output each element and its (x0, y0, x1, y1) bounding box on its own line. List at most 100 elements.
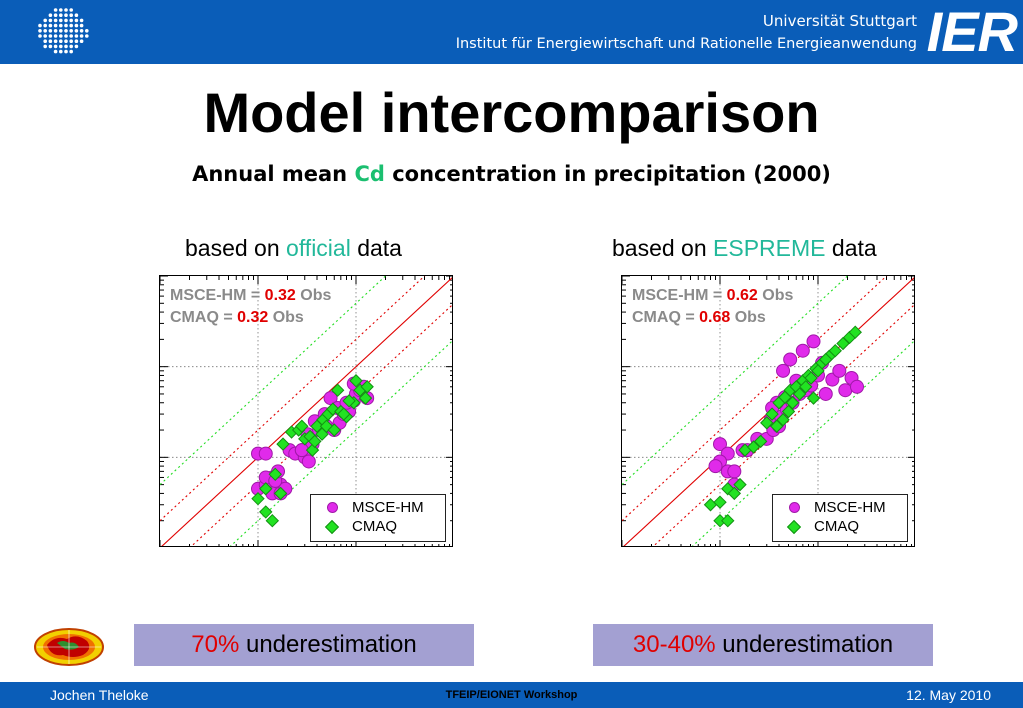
stat-name: CMAQ = (170, 309, 238, 326)
header-bar: Universität Stuttgart Institut für Energ… (0, 0, 1023, 64)
msce-data-point (323, 391, 338, 406)
cmaq-data-point (727, 486, 742, 501)
stat-suffix: Obs (730, 309, 766, 326)
legend-label: CMAQ (814, 518, 859, 535)
msce-data-point (776, 363, 791, 378)
cmaq-data-point (760, 416, 774, 430)
msce-data-point (783, 352, 798, 367)
diamond-marker-icon (324, 519, 340, 535)
ier-logo: IER (926, 0, 1018, 63)
university-text: Universität Stuttgart Institut für Energ… (456, 12, 917, 53)
cmaq-data-point (799, 380, 813, 394)
scatter-plot-svg (160, 276, 452, 546)
cmaq-data-point (251, 491, 265, 506)
subtitle-pre: Annual mean (192, 162, 355, 186)
cmaq-data-point (327, 423, 341, 437)
cmaq-data-point (308, 434, 322, 449)
label-highlight: official (286, 235, 351, 261)
footer-bar: Jochen Theloke TFEIP/EIONET Workshop 12.… (0, 682, 1023, 708)
stat-value: 0.32 (237, 309, 269, 326)
cmaq-data-point (733, 477, 747, 492)
msce-data-point (795, 343, 810, 358)
cmaq-data-point (721, 513, 735, 528)
panel-label-espreme: based on ESPREME data (612, 234, 877, 262)
europe-map-logo-icon (34, 628, 104, 666)
legend-label: MSCE-HM (814, 499, 886, 516)
stat-value: 0.62 (726, 287, 758, 304)
stat-name: CMAQ = (632, 309, 700, 326)
cmaq-data-point (268, 467, 282, 482)
msce-data-point (818, 386, 833, 401)
cmaq-data-point (259, 482, 273, 496)
cmaq-data-point (781, 404, 796, 419)
msce-data-point (713, 437, 727, 452)
cmaq-data-point (828, 343, 842, 358)
label-highlight: ESPREME (713, 235, 826, 261)
cmaq-data-point (703, 498, 718, 512)
conclusion-highlight: 30-40% (632, 631, 716, 658)
stat-suffix: Obs (268, 309, 304, 326)
stat-msce: MSCE-HM = 0.32 Obs (170, 285, 331, 307)
scatter-plot-svg (622, 276, 914, 546)
stats-box: MSCE-HM = 0.32 Obs CMAQ = 0.32 Obs (170, 285, 331, 329)
conclusion-highlight: 70% (191, 631, 240, 658)
stat-suffix: Obs (757, 287, 794, 304)
msce-data-point (301, 454, 316, 469)
chart-legend: MSCE-HM CMAQ (310, 494, 446, 542)
label-post: data (350, 235, 402, 261)
factor-five-line (622, 276, 849, 486)
msce-data-point (258, 446, 273, 461)
label-post: data (825, 235, 877, 261)
cmaq-data-point (342, 394, 356, 408)
stat-value: 0.32 (264, 287, 296, 304)
institute-name: Institut für Energiewirtschaft und Ratio… (455, 36, 917, 52)
cmaq-data-point (776, 413, 790, 427)
msce-data-point (727, 464, 742, 479)
cmaq-data-point (273, 486, 288, 501)
subtitle-post: concentration in precipitation (2000) (384, 162, 831, 186)
stat-name: MSCE-HM = (170, 287, 265, 304)
cmaq-data-point (746, 440, 761, 454)
cmaq-data-point (770, 419, 784, 433)
stat-suffix: Obs (295, 287, 332, 304)
footer-author: Jochen Theloke (50, 687, 149, 703)
cmaq-data-point (753, 434, 768, 449)
legend-label: MSCE-HM (352, 499, 424, 516)
slide-title: Model intercomparison (203, 81, 820, 144)
legend-item-cmaq: CMAQ (786, 518, 859, 536)
msce-data-point (849, 379, 864, 394)
cmaq-data-point (330, 383, 345, 397)
circle-marker-icon (789, 502, 800, 513)
msce-data-point (832, 363, 847, 378)
cmaq-data-point (819, 352, 833, 367)
cmaq-data-point (358, 391, 373, 405)
cmaq-data-point (811, 364, 825, 378)
factor-five-line (229, 340, 452, 546)
circle-marker-icon (327, 502, 338, 513)
msce-data-point (708, 459, 723, 474)
chart-legend: MSCE-HM CMAQ (772, 494, 908, 542)
cmaq-data-point (765, 407, 779, 421)
cmaq-data-point (360, 380, 374, 394)
cmaq-data-point (848, 325, 862, 339)
panel-label-official: based on official data (185, 234, 402, 262)
cmaq-data-point (792, 387, 807, 401)
stat-cmaq: CMAQ = 0.68 Obs (632, 307, 793, 329)
stats-box: MSCE-HM = 0.62 Obs CMAQ = 0.68 Obs (632, 285, 793, 329)
legend-item-msce: MSCE-HM (327, 499, 424, 517)
footer-event: TFEIP/EIONET Workshop (445, 689, 578, 701)
cmaq-data-point (265, 513, 280, 528)
scatter-plot-official: MSCE-HM = 0.32 Obs CMAQ = 0.32 Obs MSCE-… (159, 275, 453, 547)
cmaq-data-point (276, 437, 290, 451)
stat-value: 0.68 (699, 309, 731, 326)
cmaq-data-point (259, 505, 273, 519)
factor-five-line (691, 340, 914, 546)
university-logo-icon (38, 8, 89, 54)
label-pre: based on (612, 235, 714, 261)
stat-name: MSCE-HM = (632, 287, 727, 304)
label-pre: based on (185, 235, 287, 261)
conclusion-official: 70% underestimation (134, 624, 474, 666)
cmaq-data-point (349, 374, 363, 388)
footer-date: 12. May 2010 (906, 687, 991, 703)
diamond-marker-icon (786, 519, 802, 535)
